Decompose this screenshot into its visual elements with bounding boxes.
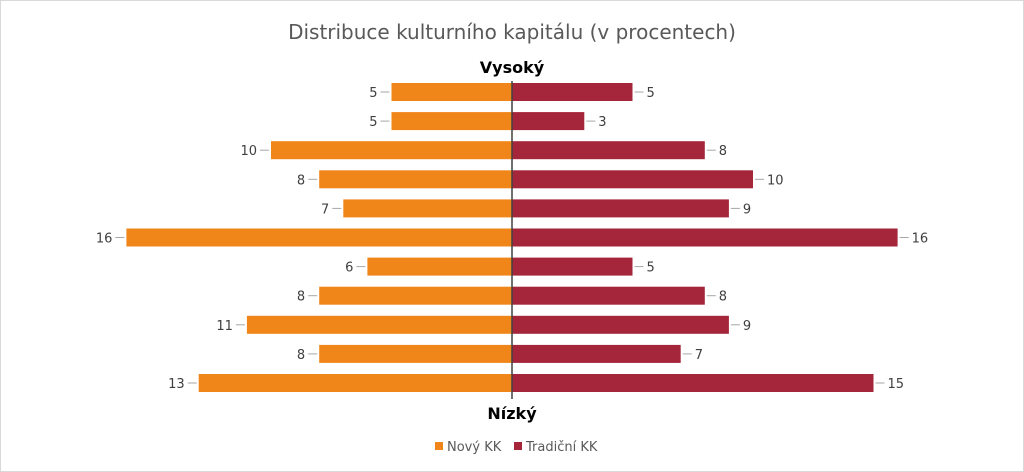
data-label-left-2: 5 xyxy=(369,115,377,130)
data-label-left-7: 6 xyxy=(345,261,353,276)
legend: Nový KK Tradiční KK xyxy=(435,440,598,455)
bottom-pole-label: Nízký xyxy=(487,404,537,423)
bar-right-1 xyxy=(512,83,633,101)
bar-right-5 xyxy=(512,199,729,218)
data-label-left-11: 13 xyxy=(168,377,185,392)
data-label-left-6: 16 xyxy=(96,232,113,247)
data-label-left-10: 8 xyxy=(297,348,305,363)
data-label-right-9: 9 xyxy=(743,319,751,334)
legend-label-1: Nový KK xyxy=(447,440,502,455)
data-label-left-4: 8 xyxy=(297,173,305,188)
bar-left-5 xyxy=(343,199,512,218)
data-label-left-1: 5 xyxy=(369,86,377,101)
bar-left-7 xyxy=(367,257,512,276)
legend-swatch-2 xyxy=(514,442,522,450)
data-label-right-2: 3 xyxy=(598,115,606,130)
data-label-right-6: 16 xyxy=(912,232,929,247)
bar-left-2 xyxy=(391,112,512,131)
bars-group xyxy=(126,83,898,392)
bar-left-4 xyxy=(319,170,512,189)
bar-left-8 xyxy=(319,286,512,305)
data-label-left-3: 10 xyxy=(240,144,257,159)
data-label-left-5: 7 xyxy=(321,202,329,217)
data-label-left-8: 8 xyxy=(297,290,305,305)
data-label-right-3: 8 xyxy=(719,144,727,159)
data-label-right-11: 15 xyxy=(888,377,905,392)
data-label-right-5: 9 xyxy=(743,202,751,217)
data-label-right-10: 7 xyxy=(695,348,703,363)
legend-label-2: Tradiční KK xyxy=(525,440,598,455)
data-label-right-7: 5 xyxy=(647,261,655,276)
bar-right-3 xyxy=(512,141,705,160)
bar-right-8 xyxy=(512,286,705,305)
bar-left-6 xyxy=(126,228,513,247)
data-label-left-9: 11 xyxy=(216,319,233,334)
top-pole-label: Vysoký xyxy=(480,58,545,77)
legend-swatch-1 xyxy=(435,442,443,450)
data-label-right-4: 10 xyxy=(767,173,784,188)
bar-right-6 xyxy=(512,228,898,247)
bar-left-11 xyxy=(198,374,512,392)
bar-right-7 xyxy=(512,257,633,276)
bar-left-1 xyxy=(391,83,512,101)
bar-right-2 xyxy=(512,112,585,131)
bar-left-3 xyxy=(271,141,512,160)
bar-right-4 xyxy=(512,170,753,189)
bar-left-9 xyxy=(246,315,512,334)
data-labels-group: 5 5 10 8 7 16 6 8 11 8 13 5 3 8 10 9 16 5 8 9 7 15 xyxy=(96,86,928,392)
chart-title: Distribuce kulturního kapitálu (v procen… xyxy=(288,20,736,44)
data-label-right-1: 5 xyxy=(647,86,655,101)
data-label-right-8: 8 xyxy=(719,290,727,305)
bar-right-9 xyxy=(512,315,729,334)
bar-right-11 xyxy=(512,374,874,392)
bar-left-10 xyxy=(319,344,512,363)
bar-right-10 xyxy=(512,344,681,363)
